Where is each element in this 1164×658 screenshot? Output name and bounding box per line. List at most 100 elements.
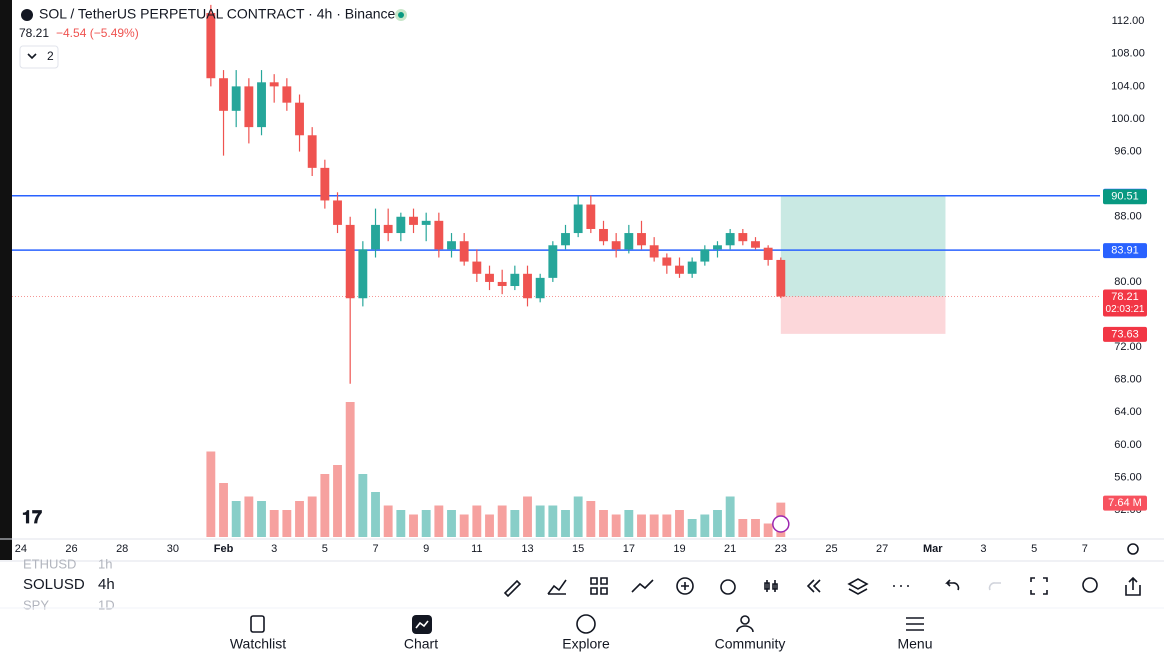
- candle-body: [738, 233, 748, 242]
- x-tick-label: 24: [15, 543, 27, 555]
- undo[interactable]: [945, 579, 960, 591]
- candle-body: [295, 102, 304, 136]
- candle-body: [611, 241, 621, 250]
- volume-bar: [333, 465, 342, 537]
- candle-body: [358, 249, 368, 299]
- countdown: 02:03:21: [1106, 304, 1145, 315]
- volume-bar: [257, 501, 266, 537]
- interval[interactable]: 4h: [98, 576, 115, 593]
- indicators-toggle[interactable]: [19, 45, 59, 69]
- candle-body: [573, 204, 583, 234]
- fullscreen[interactable]: [1030, 577, 1048, 595]
- nav-item[interactable]: Community: [715, 636, 786, 652]
- x-tick-label: 28: [116, 543, 128, 555]
- x-tick-label: 3: [271, 543, 277, 555]
- y-tick-label: 68.00: [1114, 374, 1142, 386]
- x-tick-label: Feb: [214, 543, 234, 555]
- volume-bar: [624, 510, 634, 537]
- volume-bar: [687, 519, 697, 537]
- alert-tool[interactable]: [720, 579, 736, 595]
- add-plus: [681, 582, 689, 590]
- compare-tool[interactable]: [631, 579, 654, 593]
- price-change: −4.54 (−5.49%): [56, 26, 139, 40]
- replay[interactable]: [806, 579, 821, 593]
- y-tick-label: 72.00: [1114, 341, 1142, 353]
- y-tick-label: 96.00: [1114, 145, 1142, 157]
- volume-bar: [738, 519, 748, 537]
- candle-body: [257, 82, 266, 128]
- next-interval[interactable]: 1D: [98, 597, 115, 612]
- candle-body: [687, 261, 697, 274]
- candle-body: [320, 167, 330, 201]
- layers[interactable]: [847, 578, 869, 595]
- volume-bar: [586, 501, 596, 537]
- alert-marker[interactable]: [772, 515, 790, 533]
- candle-body: [637, 233, 646, 246]
- idea[interactable]: [1082, 577, 1098, 593]
- chart-type[interactable]: [764, 580, 778, 592]
- volume-tag: [1103, 495, 1147, 511]
- candle-body: [599, 228, 608, 242]
- volume-bar: [561, 510, 570, 537]
- candle-body: [510, 273, 520, 287]
- prev-symbol[interactable]: ETHUSD: [23, 556, 76, 571]
- y-tick-label: 108.00: [1111, 48, 1145, 60]
- nav-item[interactable]: Watchlist: [230, 636, 286, 652]
- redo[interactable]: [988, 582, 1001, 591]
- volume-bar: [269, 510, 279, 537]
- menu-icon: [906, 617, 924, 631]
- settings-icon[interactable]: [1127, 543, 1139, 555]
- candle-body: [307, 135, 317, 168]
- x-tick-label: 30: [167, 543, 179, 555]
- volume-bar: [497, 505, 507, 537]
- draw-tool[interactable]: [503, 579, 522, 598]
- volume-bar: [700, 514, 710, 537]
- volume-bar: [523, 496, 532, 537]
- volume-bar: [219, 483, 228, 537]
- symbol-icon: [21, 9, 33, 21]
- symbol[interactable]: SOLUSD: [23, 576, 85, 593]
- candle-body: [586, 204, 596, 229]
- explore-icon: [576, 614, 596, 634]
- candle-body: [231, 86, 241, 111]
- x-tick-label: 3: [980, 543, 986, 555]
- candle-body: [725, 233, 735, 246]
- volume-bar: [725, 496, 735, 537]
- candle-body: [751, 241, 760, 248]
- candle-body: [421, 220, 431, 225]
- candle-body: [535, 277, 545, 299]
- chart-icon-line: [415, 620, 429, 629]
- bottom-nav: Watchlist Chart Explore Community Menu: [230, 636, 933, 652]
- x-tick-label: 23: [775, 543, 787, 555]
- next-symbol[interactable]: SPY: [23, 597, 49, 612]
- volume-bar: [763, 523, 773, 537]
- y-tick-label: 88.00: [1114, 211, 1142, 223]
- share[interactable]: [1125, 576, 1141, 596]
- volume-bar: [573, 496, 583, 537]
- indicators-tool[interactable]: [547, 579, 567, 595]
- volume-bar: [447, 510, 456, 537]
- nav-item[interactable]: Menu: [897, 636, 932, 652]
- volume-bar: [421, 510, 431, 537]
- candle-body: [776, 259, 786, 297]
- y-tick-label: 56.00: [1114, 471, 1142, 483]
- nav-item[interactable]: Chart: [404, 636, 438, 652]
- candle-body: [485, 273, 494, 282]
- prev-interval[interactable]: 1h: [98, 556, 112, 571]
- volume-bar: [231, 501, 241, 537]
- add-tool[interactable]: [676, 577, 694, 595]
- candle-body: [763, 247, 773, 260]
- candle-body: [662, 257, 672, 266]
- candle-body: [269, 82, 279, 87]
- candle-body: [472, 261, 482, 274]
- x-tick-label: 25: [825, 543, 837, 555]
- candle-body: [447, 241, 456, 250]
- x-tick-label: 5: [322, 543, 328, 555]
- volume-bar: [358, 474, 368, 537]
- nav-item[interactable]: Explore: [562, 636, 610, 652]
- layout-tool[interactable]: [590, 577, 608, 595]
- price-tag-label: 90.51: [1111, 191, 1139, 203]
- volume-bar: [282, 510, 292, 537]
